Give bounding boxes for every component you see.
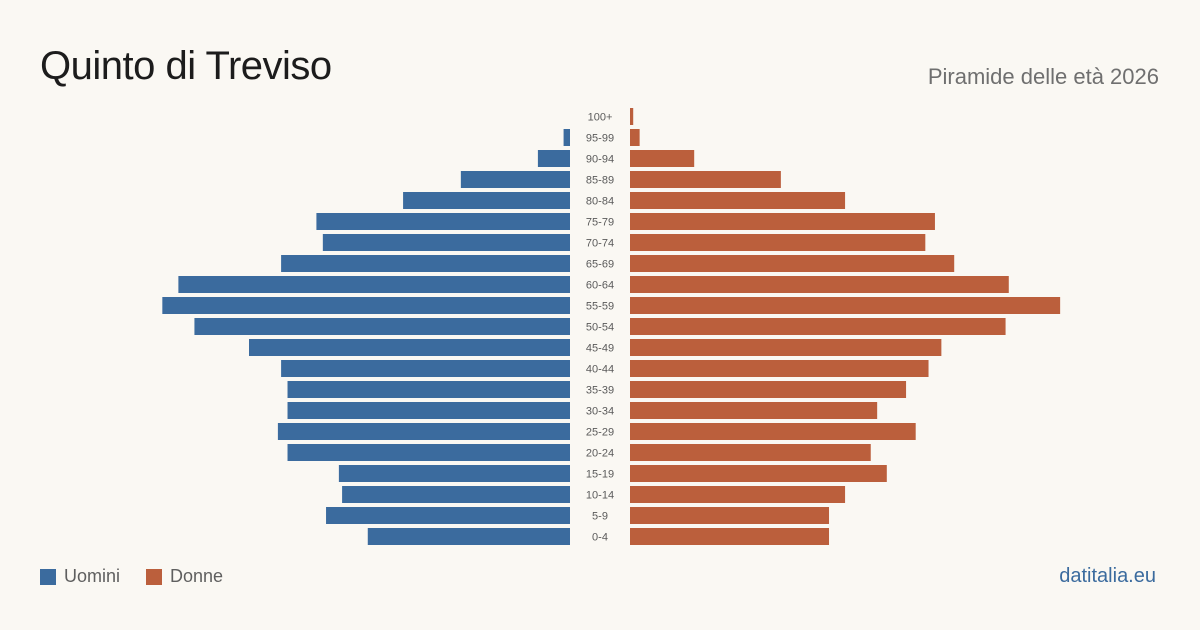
- age-label-25-29: 25-29: [586, 427, 614, 439]
- age-label-20-24: 20-24: [586, 448, 614, 460]
- bar-men-45-49: [249, 339, 570, 356]
- bar-men-5-9: [326, 507, 570, 524]
- age-label-10-14: 10-14: [586, 490, 614, 502]
- bar-men-0-4: [367, 528, 570, 545]
- age-label-85-89: 85-89: [586, 175, 614, 187]
- bar-men-60-64: [178, 276, 570, 293]
- legend-label-men: Uomini: [64, 566, 121, 586]
- age-label-60-64: 60-64: [586, 280, 614, 292]
- age-label-35-39: 35-39: [586, 385, 614, 397]
- bar-men-55-59: [162, 297, 570, 314]
- age-label-50-54: 50-54: [586, 322, 614, 334]
- age-label-75-79: 75-79: [586, 217, 614, 229]
- bar-women-70-74: [630, 234, 926, 251]
- age-label-100+: 100+: [588, 112, 613, 124]
- bar-women-35-39: [630, 381, 907, 398]
- bar-men-50-54: [194, 318, 570, 335]
- bar-women-75-79: [630, 213, 935, 230]
- bar-women-10-14: [630, 486, 846, 503]
- age-label-15-19: 15-19: [586, 469, 614, 481]
- bar-women-0-4: [630, 528, 830, 545]
- age-label-30-34: 30-34: [586, 406, 614, 418]
- bar-women-55-59: [630, 297, 1061, 314]
- age-label-0-4: 0-4: [592, 532, 608, 544]
- bar-men-80-84: [403, 192, 570, 209]
- bar-women-100+: [630, 108, 634, 125]
- bar-men-90-94: [537, 150, 570, 167]
- bar-women-40-44: [630, 360, 929, 377]
- bar-men-70-74: [322, 234, 570, 251]
- brand-link[interactable]: datitalia.eu: [1059, 565, 1156, 587]
- bar-women-90-94: [630, 150, 695, 167]
- bar-men-25-29: [277, 423, 570, 440]
- age-label-90-94: 90-94: [586, 154, 614, 166]
- bar-men-95-99: [563, 129, 570, 146]
- age-label-70-74: 70-74: [586, 238, 614, 250]
- age-label-95-99: 95-99: [586, 133, 614, 145]
- bar-men-85-89: [460, 171, 570, 188]
- legend-item-men: Uomini: [40, 566, 120, 587]
- bar-women-65-69: [630, 255, 955, 272]
- bar-women-60-64: [630, 276, 1009, 293]
- bar-women-45-49: [630, 339, 942, 356]
- bar-women-95-99: [630, 129, 640, 146]
- bar-women-20-24: [630, 444, 871, 461]
- bar-women-80-84: [630, 192, 846, 209]
- bar-men-40-44: [281, 360, 570, 377]
- legend-swatch-women: [146, 568, 163, 585]
- bar-men-75-79: [316, 213, 570, 230]
- bar-women-15-19: [630, 465, 887, 482]
- legend-label-women: Donne: [170, 566, 224, 586]
- bar-women-85-89: [630, 171, 781, 188]
- age-label-40-44: 40-44: [586, 364, 614, 376]
- bar-women-25-29: [630, 423, 916, 440]
- age-label-65-69: 65-69: [586, 259, 614, 271]
- chart-legend: Uomini Donne: [40, 566, 249, 587]
- bar-women-50-54: [630, 318, 1006, 335]
- bar-men-20-24: [287, 444, 570, 461]
- chart-subtitle: Piramide delle età 2026: [927, 64, 1159, 89]
- bar-men-35-39: [287, 381, 570, 398]
- legend-item-women: Donne: [146, 566, 223, 587]
- age-label-55-59: 55-59: [586, 301, 614, 313]
- page-title: Quinto di Treviso: [40, 44, 332, 88]
- bar-women-5-9: [630, 507, 830, 524]
- bar-men-65-69: [281, 255, 570, 272]
- age-label-80-84: 80-84: [586, 196, 614, 208]
- bar-men-15-19: [338, 465, 570, 482]
- bar-men-30-34: [287, 402, 570, 419]
- bar-women-30-34: [630, 402, 878, 419]
- legend-swatch-men: [40, 568, 56, 585]
- bar-men-10-14: [342, 486, 570, 503]
- age-label-45-49: 45-49: [586, 343, 614, 355]
- age-label-5-9: 5-9: [592, 511, 608, 523]
